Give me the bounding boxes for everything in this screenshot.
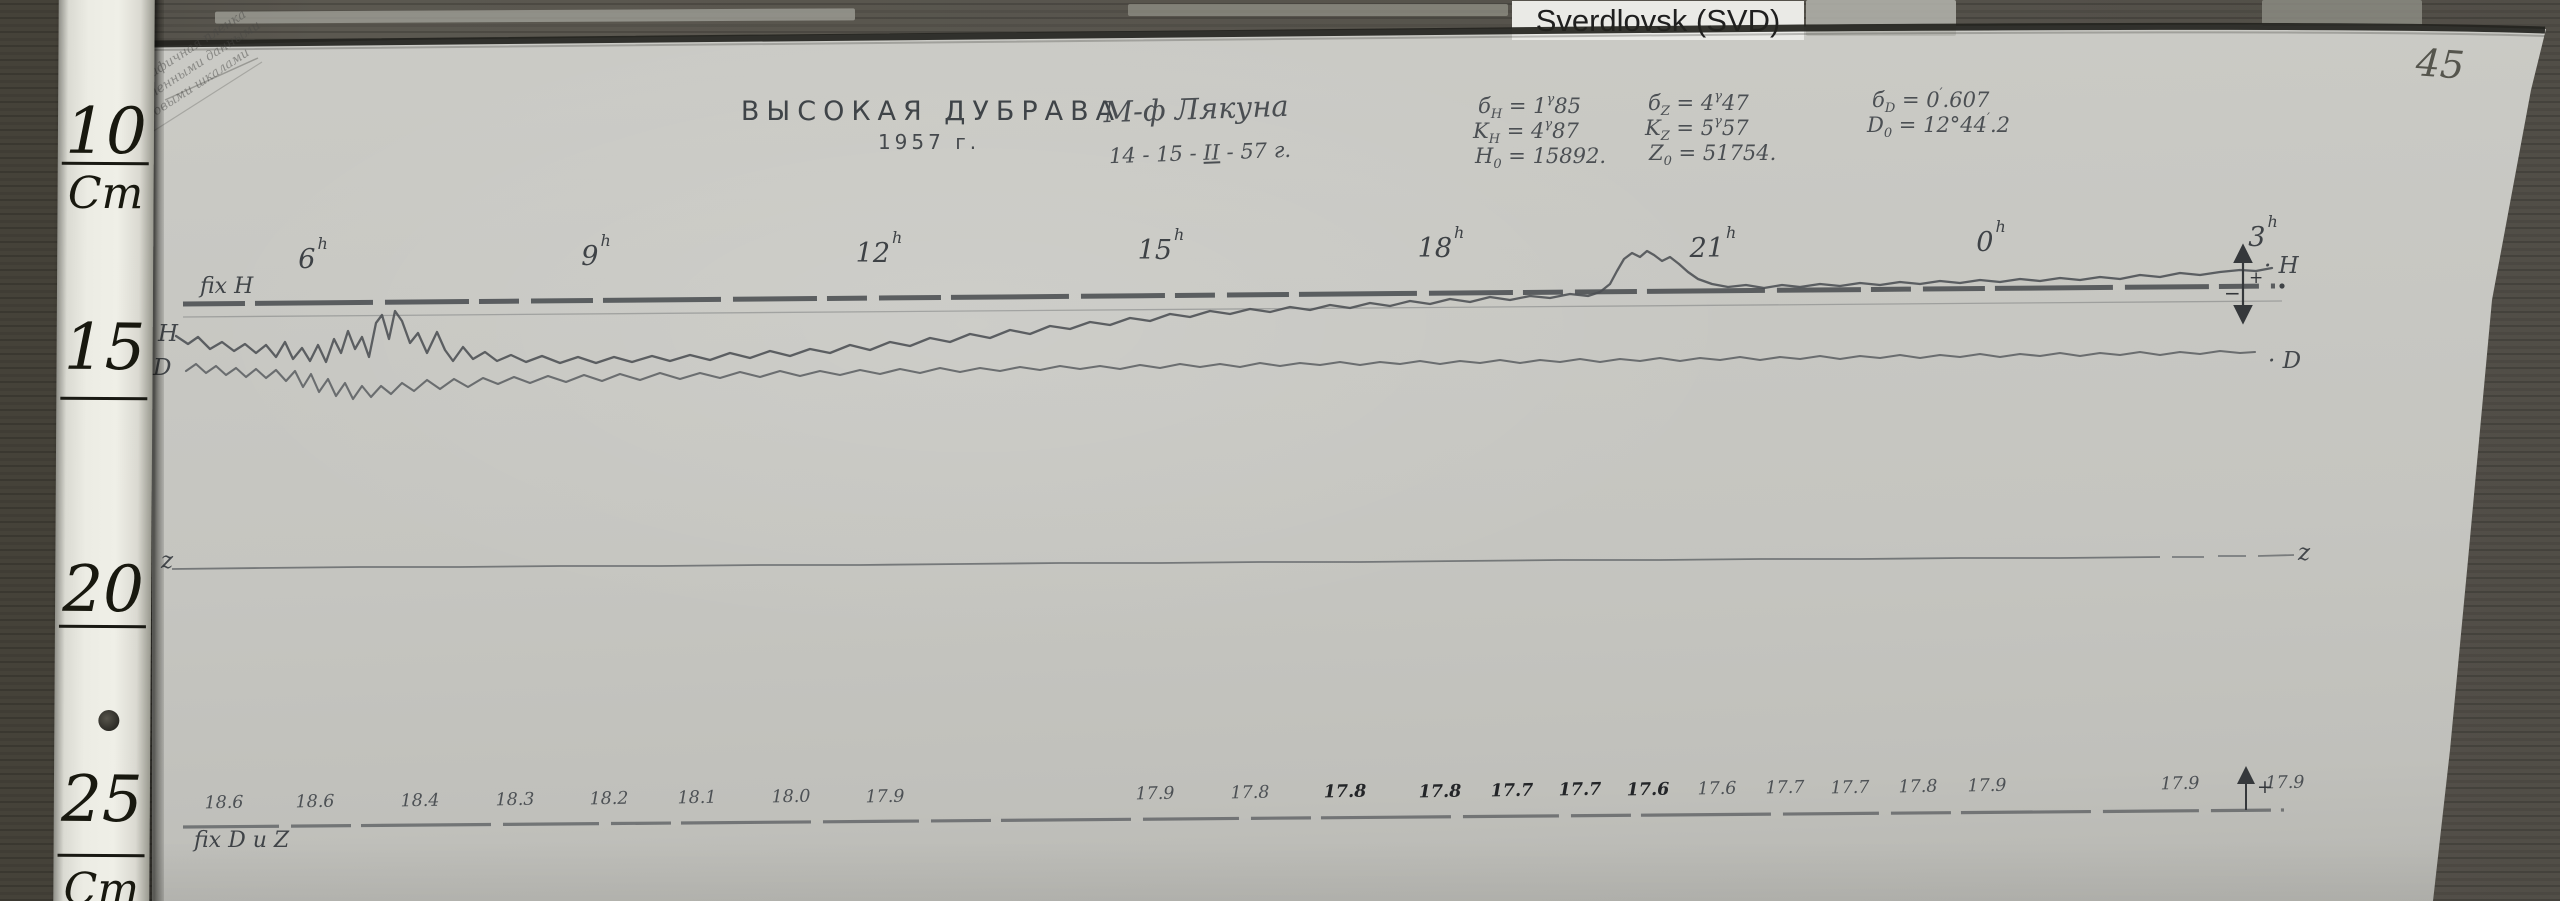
ruler-mark-number: 25 xyxy=(60,762,143,838)
shelf-strip xyxy=(1806,0,1956,36)
station-label-text: Sverdlovsk (SVD) xyxy=(1535,2,1781,38)
baseline-scale-value: 17.9 xyxy=(2160,773,2200,795)
baseline-scale-value: 17.6 xyxy=(1697,778,1737,800)
baseline-scale-value: 17.9 xyxy=(865,786,905,808)
baseline-scale-value: 18.0 xyxy=(771,786,811,808)
baseline-scale-value: 18.6 xyxy=(204,792,244,814)
baseline-scale-value: 17.9 xyxy=(1135,783,1175,805)
baseline-scale-value: 18.1 xyxy=(677,787,717,809)
baseline-scale-value: 18.3 xyxy=(495,789,535,811)
constant-value: H0 = 15892. xyxy=(1475,144,1607,173)
minus-sign: − xyxy=(2224,281,2241,305)
d-trace-label-right: · D xyxy=(2268,348,2302,374)
ruler-hole xyxy=(98,709,120,732)
baseline-scale-value: 17.7 xyxy=(1830,777,1870,799)
station-year: 1957 г. xyxy=(877,130,981,154)
fix-dz-label: fix D и Z xyxy=(194,828,290,853)
h-trace-label-right: · H xyxy=(2264,253,2299,279)
baseline-scale-value: 18.4 xyxy=(400,790,440,812)
baseline-scale-value: 18.6 xyxy=(295,791,335,813)
observer-signature: М-ф Лякуна xyxy=(1102,88,1290,130)
constant-value: бD = 0′.607 xyxy=(1872,86,1990,117)
baseline-scale-value: 17.6 xyxy=(1626,779,1670,801)
hour-tick-label: 18h xyxy=(1417,223,1465,264)
fix-h-label: fix H xyxy=(200,274,254,299)
baseline-scale-value: 17.8 xyxy=(1230,782,1270,804)
record-month: II xyxy=(1202,140,1221,165)
constant-value: KZ = 5γ57 xyxy=(1645,114,1749,145)
station-label: Sverdlovsk (SVD) xyxy=(1512,1,1804,40)
ruler-unit-label: Cm xyxy=(67,167,144,220)
ruler-mark-number: 20 xyxy=(62,552,145,628)
ruler-mark-number: 10 xyxy=(65,94,147,170)
constant-value: бZ = 4γ47 xyxy=(1648,89,1749,120)
baseline-scale-value: 17.7 xyxy=(1490,780,1534,802)
baseline-scale-value: 17.7 xyxy=(1558,779,1602,801)
baseline-scale-value: 18.2 xyxy=(589,788,629,810)
z-trace-label-left: z xyxy=(161,548,174,574)
ruler-mark-line xyxy=(57,853,145,858)
plus-sign-bottom: + xyxy=(2257,776,2273,798)
baseline-scale-value: 17.7 xyxy=(1765,777,1805,799)
station-title: ВЫСОКАЯ ДУБРАВА xyxy=(740,96,1122,127)
hour-tick-label: 12h xyxy=(855,228,903,269)
plus-sign: + xyxy=(2249,268,2264,288)
hour-tick-label: 6h xyxy=(298,234,328,275)
ruler-unit-label: Cm xyxy=(63,863,140,901)
hour-tick-label: 3h xyxy=(2248,212,2278,253)
baseline-scale-value: 17.8 xyxy=(1898,776,1938,798)
shelf-strip xyxy=(1128,4,1508,16)
shelf-strip xyxy=(214,8,856,24)
constant-value: бH = 1γ85 xyxy=(1478,92,1582,123)
constant-value: KH = 4γ87 xyxy=(1473,117,1579,148)
ruler-mark-number: 15 xyxy=(63,310,146,386)
hour-tick-label: 15h xyxy=(1137,225,1185,266)
ruler-mark-line xyxy=(61,161,149,166)
hour-tick-label: 21h xyxy=(1689,223,1737,264)
ruler: 10 15 20 25 Cm Cm xyxy=(53,0,155,901)
shelf-strip xyxy=(2262,0,2422,26)
hour-tick-label: 9h xyxy=(581,231,611,272)
baseline-scale-value: 17.8 xyxy=(1323,781,1367,803)
page-number: 45 xyxy=(2414,40,2466,88)
baseline-scale-value: 17.9 xyxy=(1967,775,2007,797)
ruler-mark-line xyxy=(58,624,146,629)
hour-tick-label: 0h xyxy=(1976,217,2006,258)
z-trace-label-right: z xyxy=(2298,540,2311,566)
ruler-mark-line xyxy=(60,396,148,401)
constant-value: Z0 = 51754. xyxy=(1649,141,1777,170)
constant-value: D0 = 12°44′.2 xyxy=(1867,111,2011,142)
baseline-scale-value: 17.8 xyxy=(1418,781,1462,803)
